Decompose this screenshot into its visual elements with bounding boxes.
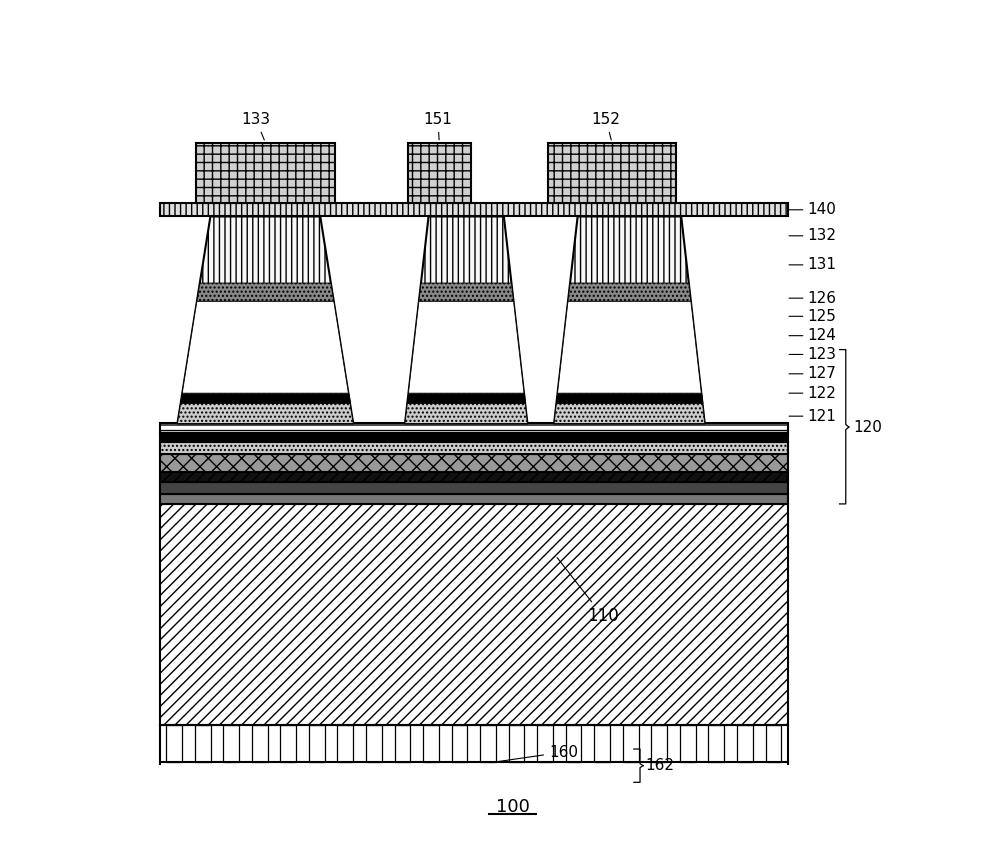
- Bar: [160, 454, 788, 472]
- Bar: [566, 725, 581, 762]
- Bar: [408, 143, 471, 203]
- Bar: [166, 725, 182, 762]
- Bar: [309, 725, 325, 762]
- Text: 122: 122: [789, 386, 836, 400]
- Bar: [160, 494, 788, 504]
- Bar: [280, 725, 296, 762]
- Text: 100: 100: [496, 797, 529, 815]
- Text: 120: 120: [854, 419, 882, 435]
- Bar: [195, 725, 211, 762]
- Bar: [160, 433, 788, 442]
- Bar: [160, 423, 788, 433]
- Bar: [395, 725, 410, 762]
- Bar: [737, 725, 753, 762]
- Bar: [452, 725, 467, 762]
- Text: 161: 161: [0, 858, 1, 859]
- Bar: [160, 203, 788, 216]
- Text: 110: 110: [557, 557, 618, 624]
- Bar: [252, 725, 268, 762]
- Bar: [680, 725, 696, 762]
- Text: 160: 160: [495, 745, 578, 762]
- Bar: [223, 725, 239, 762]
- Text: 124: 124: [789, 328, 836, 344]
- Text: 140: 140: [789, 202, 836, 217]
- Text: 131: 131: [789, 258, 836, 272]
- Text: 132: 132: [789, 228, 836, 243]
- Text: 152: 152: [592, 112, 621, 140]
- Bar: [651, 725, 667, 762]
- Bar: [594, 725, 610, 762]
- Bar: [337, 725, 353, 762]
- Bar: [160, 442, 788, 454]
- Text: 123: 123: [789, 347, 836, 362]
- Bar: [196, 143, 335, 203]
- Bar: [548, 143, 676, 203]
- Text: 125: 125: [789, 308, 836, 324]
- Bar: [537, 725, 553, 762]
- Bar: [708, 725, 724, 762]
- Text: 121: 121: [789, 409, 836, 423]
- Text: 162: 162: [645, 758, 674, 773]
- Bar: [160, 482, 788, 494]
- Bar: [160, 725, 788, 783]
- Text: 127: 127: [789, 366, 836, 381]
- Bar: [623, 725, 639, 762]
- Bar: [480, 725, 496, 762]
- Bar: [160, 504, 788, 725]
- Bar: [423, 725, 439, 762]
- Bar: [160, 472, 788, 482]
- Bar: [366, 725, 382, 762]
- Text: 133: 133: [241, 112, 271, 140]
- Bar: [509, 725, 524, 762]
- Bar: [766, 725, 781, 762]
- Text: 151: 151: [424, 112, 452, 140]
- Text: 126: 126: [789, 290, 836, 306]
